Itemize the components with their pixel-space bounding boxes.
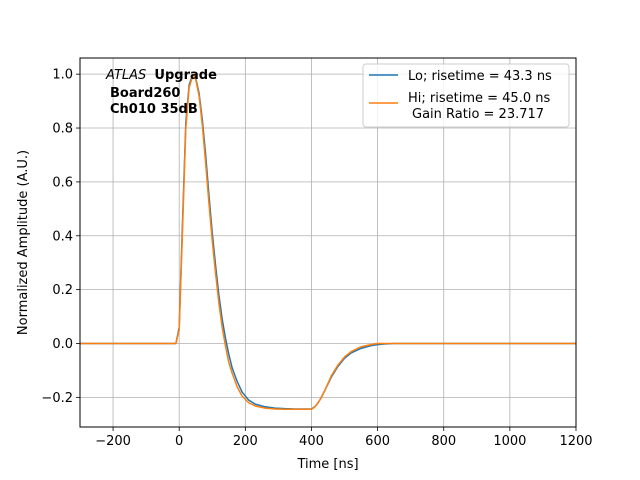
upgrade-label: Upgrade	[154, 68, 217, 83]
tick-layer: −200 0 200 400 600 800 1000 1200 −0.2 0.0 0.2 0.4 0.…	[41, 68, 592, 449]
legend-box	[362, 63, 570, 128]
x-tick-label: 400	[299, 434, 324, 449]
series-layer	[80, 73, 576, 410]
legend-label-hi: Hi; risetime = 45.0 ns	[408, 91, 550, 106]
x-tick-label: 1000	[493, 434, 526, 449]
y-axis-label: Normalized Amplitude (A.U.)	[16, 150, 31, 335]
x-tick-label: 1200	[559, 434, 592, 449]
x-tick-label: −200	[95, 434, 131, 449]
x-axis-label: Time [ns]	[296, 457, 358, 472]
svg-text:ATLAS Upgrade: ATLAS Upgrade	[105, 68, 217, 83]
legend: Lo; risetime = 43.3 ns Hi; risetime = 45…	[362, 63, 570, 128]
legend-label-lo: Lo; risetime = 43.3 ns	[408, 69, 552, 84]
x-tick-label: 0	[175, 434, 183, 449]
legend-label-hi-gain: Gain Ratio = 23.717	[412, 107, 544, 122]
y-tick-label: 0.4	[52, 229, 73, 244]
x-tick-label: 200	[233, 434, 258, 449]
y-tick-label: 0.6	[52, 175, 73, 190]
y-tick-label: 0.2	[52, 283, 73, 298]
y-tick-label: 1.0	[52, 68, 73, 83]
y-tick-label: −0.2	[41, 391, 73, 406]
x-tick-label: 600	[365, 434, 390, 449]
channel-label: Ch010 35dB	[110, 102, 198, 117]
series-line-hi	[80, 73, 576, 410]
atlas-annotation: ATLAS Upgrade Board260 Ch010 35dB	[105, 68, 217, 117]
y-tick-label: 0.0	[52, 337, 73, 352]
board-label: Board260	[110, 86, 180, 101]
x-tick-label: 800	[431, 434, 456, 449]
atlas-label: ATLAS	[105, 68, 146, 83]
plot-frame	[79, 57, 577, 428]
y-tick-label: 0.8	[52, 122, 73, 137]
